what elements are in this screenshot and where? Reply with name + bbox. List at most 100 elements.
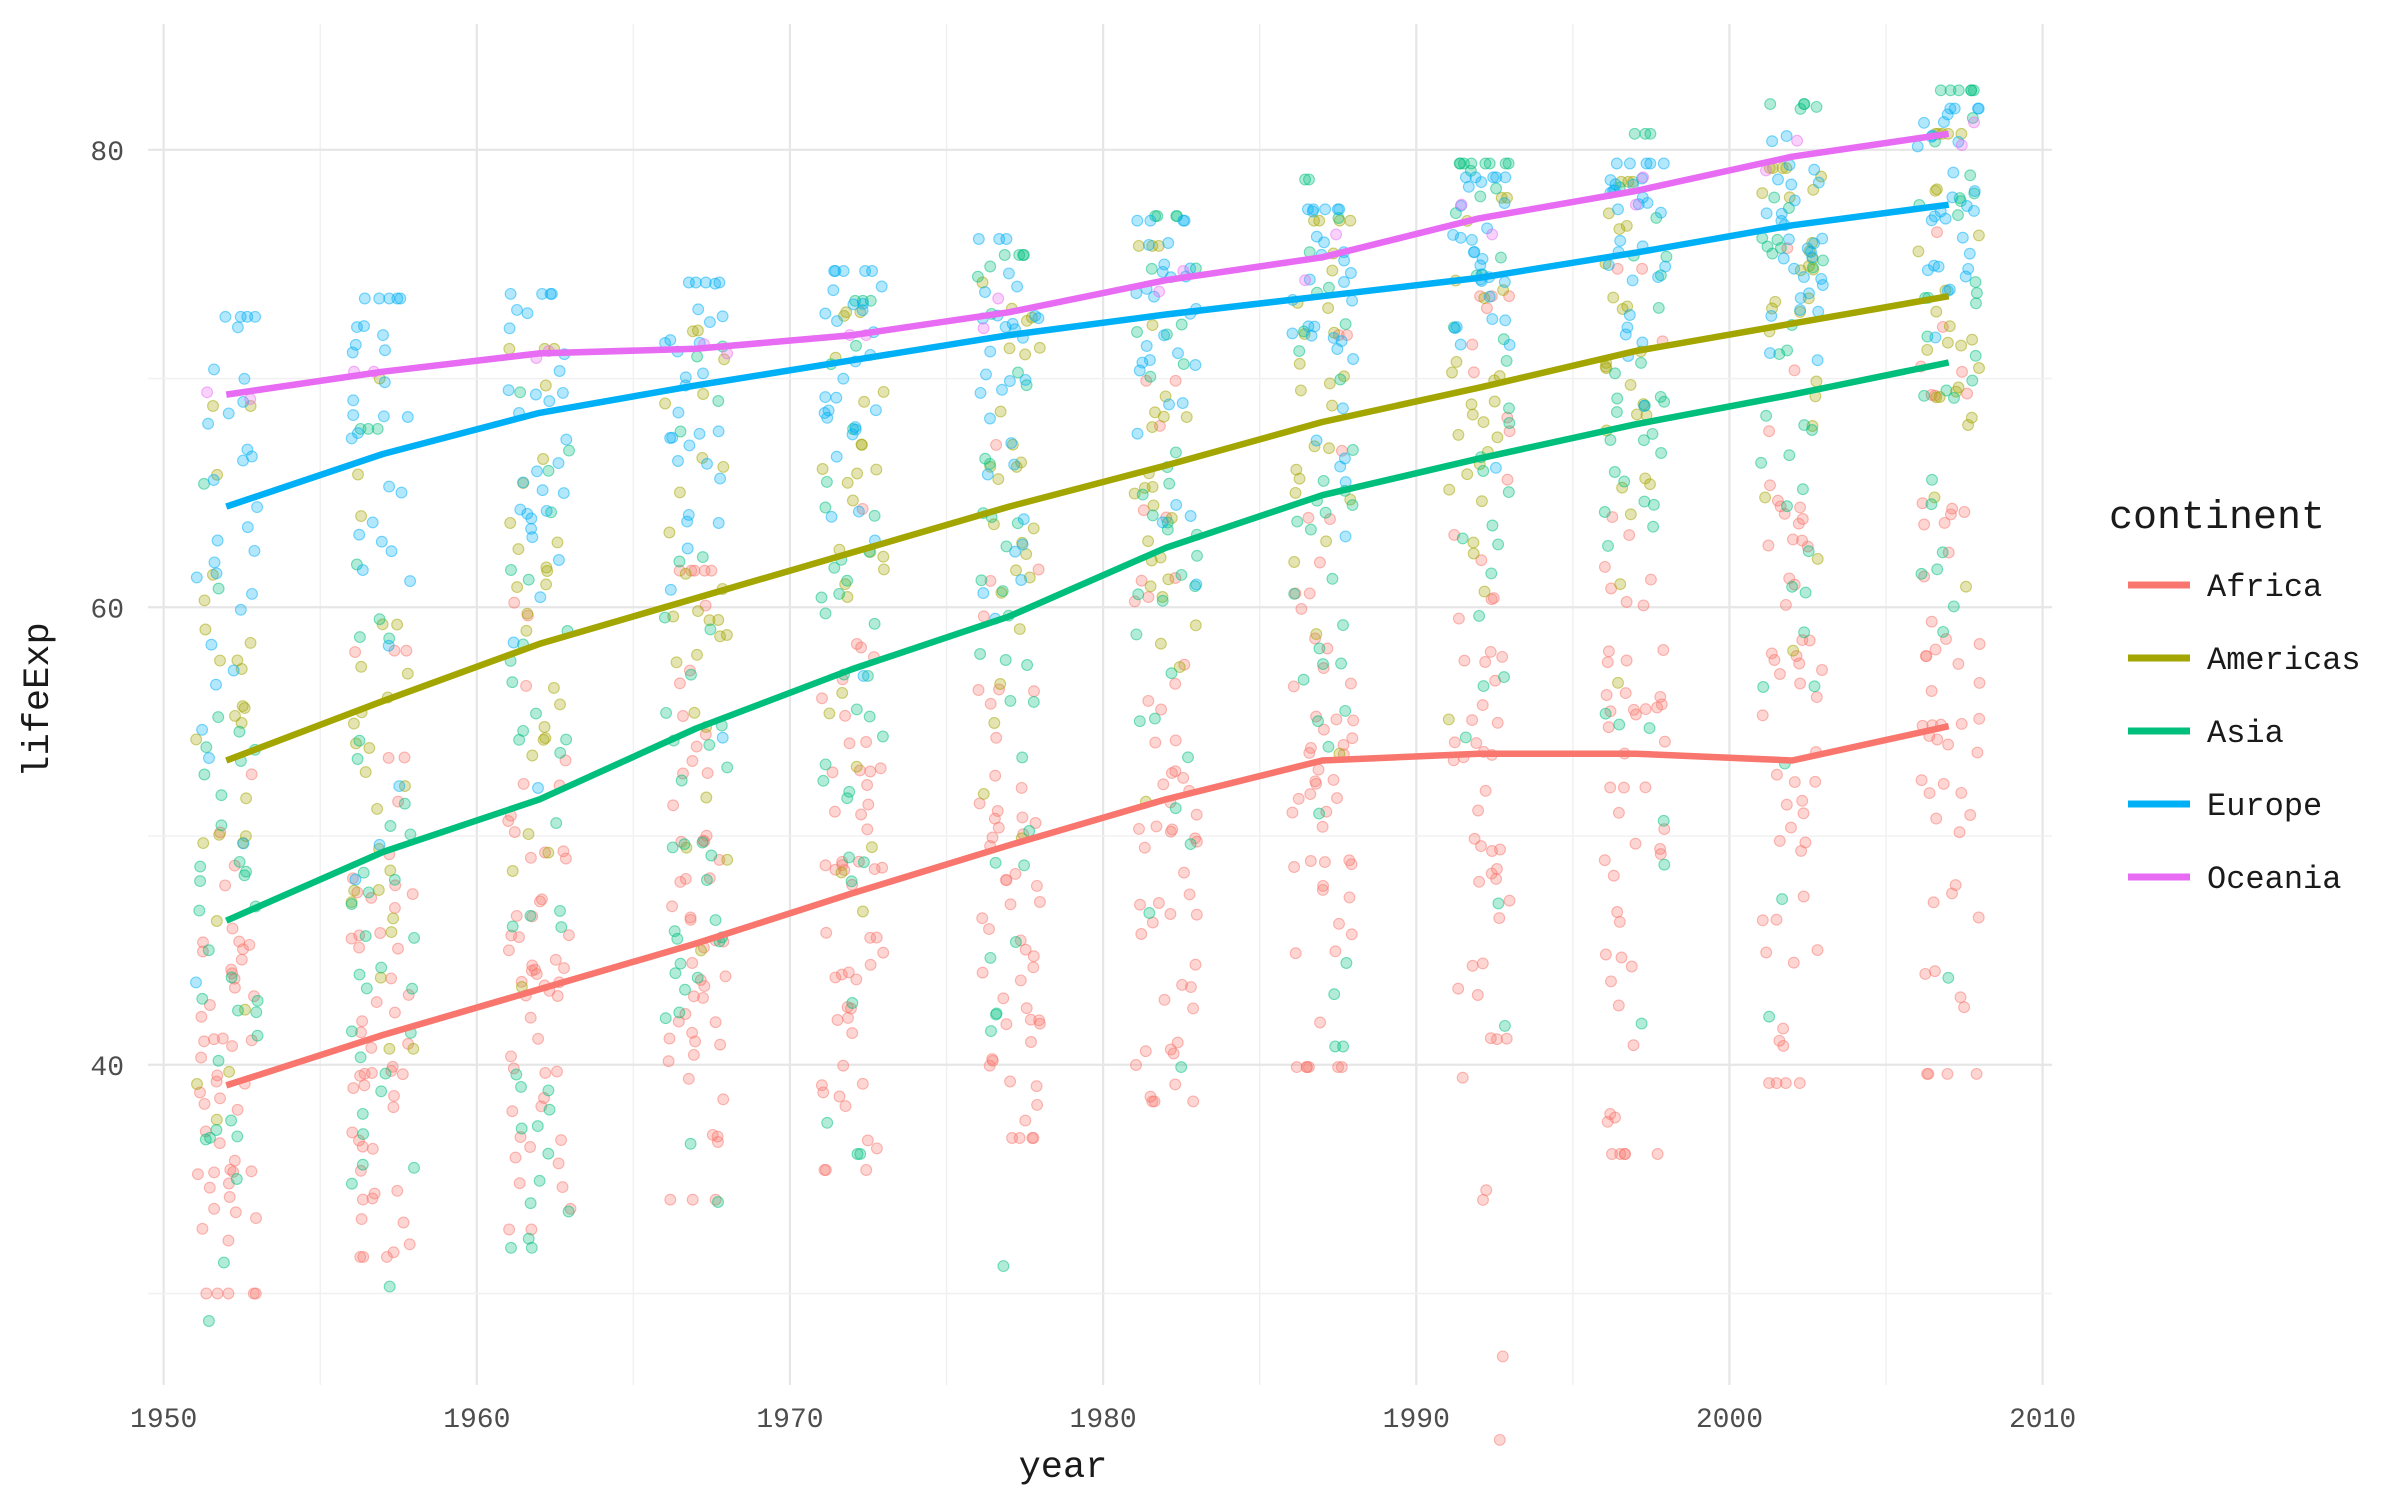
data-point [1163,398,1175,411]
data-point [194,875,207,888]
data-point [854,1148,867,1160]
data-point [856,1077,869,1090]
data-point [1021,659,1034,671]
data-point [847,298,860,311]
data-point [198,1097,211,1110]
data-point [239,830,252,843]
data-point [1486,313,1499,326]
data-point [828,805,841,818]
data-point [666,900,679,913]
data-point [1169,765,1182,778]
data-point [1180,411,1193,424]
data-point [353,528,366,541]
data-point [1137,504,1150,517]
data-point [1016,811,1029,824]
data-point [357,1250,370,1263]
data-point [247,1287,260,1300]
data-point [506,865,519,877]
data-point [1944,84,1957,97]
data-point [1314,1016,1327,1029]
data-point [988,812,1001,825]
data-point [208,363,220,376]
data-point [659,1012,672,1025]
data-point [521,307,534,320]
data-point [235,953,248,966]
data-point [1947,600,1960,613]
data-point [1304,788,1317,801]
data-point [1132,588,1145,601]
data-point [1019,1114,1032,1127]
data-point [246,587,258,600]
data-point [691,971,704,984]
data-point [1922,1067,1935,1080]
data-point [863,710,876,723]
data-point [1779,1077,1792,1090]
data-point [1926,473,1938,486]
data-point [1004,898,1017,911]
data-point [977,787,990,800]
data-point [1811,552,1824,565]
data-point [1156,591,1169,603]
data-point [1442,713,1455,726]
data-point [522,1232,535,1245]
data-point [1946,887,1958,900]
data-point [1169,802,1182,815]
data-point [1018,859,1031,872]
data-point [1781,242,1794,255]
data-point [1941,1067,1954,1080]
data-point [1955,139,1968,152]
data-point [248,544,261,557]
data-point [1809,775,1822,788]
data-point [557,487,570,500]
data-point [1450,355,1463,368]
data-point [543,1103,556,1116]
data-point [1033,341,1046,354]
data-point [355,510,368,523]
data-point [1602,259,1615,272]
data-point [1318,856,1331,869]
data-point [1177,358,1190,371]
data-point [1147,499,1160,512]
data-point [682,276,695,289]
data-point [1005,437,1018,450]
data-point [682,1072,695,1085]
data-point [212,1054,225,1067]
data-point [999,654,1012,666]
data-point [1182,751,1194,764]
data-point [979,452,992,465]
data-point [1657,157,1670,170]
data-point [1611,392,1624,405]
data-point [709,914,722,927]
data-point [700,791,713,804]
data-point [1925,498,1938,511]
data-point [199,623,212,636]
data-point [846,428,859,441]
data-point [714,472,727,485]
data-point [557,845,570,858]
data-point [1925,214,1938,227]
legend-label: Americas [2207,642,2361,679]
data-point [1327,331,1340,344]
data-point [988,717,1001,729]
data-point [1029,817,1042,829]
legend-item-asia: Asia [2128,715,2284,752]
data-point [699,276,712,289]
data-point [1970,1067,1983,1080]
data-point [1146,421,1159,434]
data-point [1794,501,1807,514]
data-point [502,815,515,827]
data-point [207,400,219,412]
data-point [1932,260,1945,273]
data-point [1190,908,1203,921]
data-point [345,1177,358,1190]
data-point [374,927,387,939]
data-point [374,971,387,984]
data-point [686,957,699,969]
data-point [1029,310,1042,322]
data-point [864,765,877,778]
data-point [1816,664,1828,676]
data-point [683,439,696,452]
data-point [977,587,990,600]
data-point [1135,574,1148,587]
data-point [1783,449,1796,462]
